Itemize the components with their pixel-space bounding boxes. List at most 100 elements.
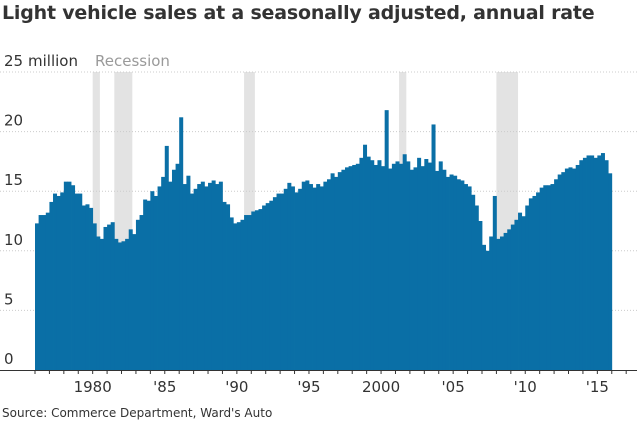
bar bbox=[153, 195, 158, 370]
bar bbox=[503, 232, 508, 370]
bar bbox=[150, 191, 155, 370]
bar bbox=[377, 160, 382, 370]
x-tick-label: '95 bbox=[297, 378, 320, 396]
bar bbox=[593, 157, 598, 370]
bar bbox=[579, 160, 584, 370]
bar bbox=[215, 184, 220, 370]
bar bbox=[312, 187, 317, 370]
bar bbox=[42, 215, 47, 370]
bar bbox=[521, 216, 526, 370]
bar bbox=[135, 219, 140, 370]
bar bbox=[182, 184, 187, 370]
bar bbox=[171, 169, 176, 370]
bar bbox=[56, 195, 61, 370]
bar bbox=[283, 188, 288, 370]
bar bbox=[341, 169, 346, 370]
bar bbox=[528, 198, 533, 370]
bar bbox=[600, 153, 605, 370]
bar bbox=[550, 184, 555, 370]
bar bbox=[337, 172, 342, 370]
bar bbox=[175, 163, 180, 370]
bar bbox=[290, 186, 295, 370]
bar bbox=[456, 179, 461, 370]
bar bbox=[103, 226, 108, 370]
bar bbox=[74, 193, 79, 370]
bar bbox=[366, 156, 371, 370]
x-tick-label: '90 bbox=[225, 378, 248, 396]
bar bbox=[467, 186, 472, 370]
bar bbox=[525, 205, 530, 370]
bar bbox=[107, 224, 112, 370]
bar bbox=[359, 157, 364, 370]
bar bbox=[229, 217, 234, 370]
bar bbox=[190, 193, 195, 370]
bar bbox=[406, 161, 411, 370]
x-tick-label: '05 bbox=[442, 378, 465, 396]
x-tick-label: 2000 bbox=[362, 378, 400, 396]
bar bbox=[518, 212, 523, 370]
bar bbox=[572, 168, 577, 370]
recession-band bbox=[92, 72, 100, 370]
bar bbox=[121, 241, 126, 370]
x-tick-label: '10 bbox=[514, 378, 537, 396]
bar bbox=[294, 192, 299, 370]
bar bbox=[168, 181, 173, 370]
x-tick-label: '85 bbox=[153, 378, 176, 396]
bar bbox=[280, 193, 285, 370]
bar bbox=[543, 185, 548, 370]
bar bbox=[564, 168, 569, 370]
bar bbox=[262, 205, 267, 370]
bar bbox=[96, 236, 101, 370]
bar bbox=[355, 163, 360, 370]
y-tick-label: 25 bbox=[4, 52, 23, 70]
bar bbox=[139, 215, 144, 370]
bar bbox=[63, 181, 68, 370]
bar bbox=[143, 199, 148, 370]
bar-series bbox=[35, 110, 613, 371]
bar bbox=[597, 155, 602, 370]
bar bbox=[276, 193, 281, 370]
bar bbox=[197, 184, 202, 370]
bar bbox=[53, 193, 58, 370]
bar bbox=[92, 223, 97, 370]
bar bbox=[247, 215, 252, 370]
bar bbox=[272, 197, 277, 370]
bar bbox=[582, 157, 587, 370]
bar bbox=[500, 236, 505, 370]
bar bbox=[402, 154, 407, 370]
bar bbox=[413, 167, 418, 370]
bar bbox=[287, 182, 292, 370]
bar bbox=[453, 175, 458, 370]
bar bbox=[240, 219, 245, 370]
bar bbox=[226, 204, 231, 370]
bar bbox=[391, 163, 396, 370]
bar bbox=[604, 160, 609, 370]
bar bbox=[395, 161, 400, 370]
bar bbox=[78, 193, 83, 370]
bar bbox=[536, 192, 541, 370]
bar bbox=[575, 164, 580, 370]
bar bbox=[71, 185, 76, 370]
bar bbox=[128, 229, 133, 370]
bar bbox=[193, 188, 198, 370]
bar bbox=[258, 209, 263, 370]
bar bbox=[146, 200, 151, 370]
bar bbox=[492, 195, 497, 370]
bar bbox=[164, 145, 169, 370]
bar bbox=[186, 175, 191, 370]
bar bbox=[269, 200, 274, 370]
y-tick-label: 0 bbox=[4, 350, 14, 368]
bar bbox=[38, 215, 43, 370]
bar bbox=[319, 186, 324, 370]
bar bbox=[539, 187, 544, 370]
y-tick-label: 5 bbox=[4, 290, 14, 308]
bar bbox=[89, 207, 94, 370]
bar bbox=[200, 181, 205, 370]
x-axis: 1980 '85 '90 '95 2000 '05 '10 '15 bbox=[0, 370, 637, 396]
bar bbox=[608, 173, 613, 370]
bar bbox=[352, 164, 357, 370]
legend-recession: Recession bbox=[95, 52, 170, 70]
bar bbox=[489, 236, 494, 370]
bar bbox=[208, 182, 213, 370]
